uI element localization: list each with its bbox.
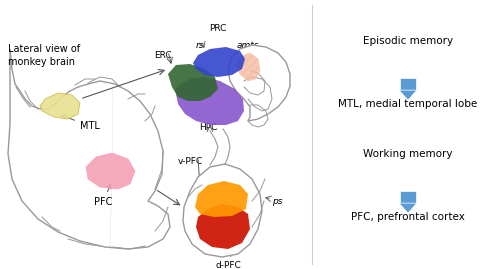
Polygon shape	[399, 203, 417, 213]
Text: amts: amts	[237, 41, 259, 50]
Text: Episodic memory: Episodic memory	[363, 36, 453, 46]
Text: rs: rs	[196, 41, 204, 50]
Polygon shape	[8, 49, 170, 249]
Polygon shape	[40, 93, 80, 119]
Polygon shape	[168, 64, 218, 101]
Text: MTL: MTL	[62, 115, 100, 131]
Polygon shape	[196, 204, 250, 249]
Text: MTL, medial temporal lobe: MTL, medial temporal lobe	[338, 99, 477, 109]
Polygon shape	[400, 191, 416, 203]
Polygon shape	[193, 47, 245, 77]
Polygon shape	[175, 77, 244, 125]
Text: d-PFC: d-PFC	[215, 261, 241, 269]
Text: ps: ps	[272, 196, 282, 206]
Text: PRC: PRC	[210, 24, 226, 33]
Polygon shape	[236, 53, 260, 81]
Text: PFC: PFC	[94, 185, 112, 207]
Text: Working memory: Working memory	[363, 149, 453, 159]
Polygon shape	[195, 181, 248, 217]
Polygon shape	[228, 45, 290, 121]
Polygon shape	[400, 78, 416, 90]
Polygon shape	[183, 164, 262, 257]
Polygon shape	[86, 153, 135, 189]
Text: v-PFC: v-PFC	[178, 157, 203, 166]
Polygon shape	[399, 90, 417, 100]
Text: ERC: ERC	[154, 51, 172, 60]
Text: HPC: HPC	[199, 123, 217, 132]
Text: PFC, prefrontal cortex: PFC, prefrontal cortex	[351, 212, 465, 222]
Text: Lateral view of
monkey brain: Lateral view of monkey brain	[8, 44, 80, 67]
